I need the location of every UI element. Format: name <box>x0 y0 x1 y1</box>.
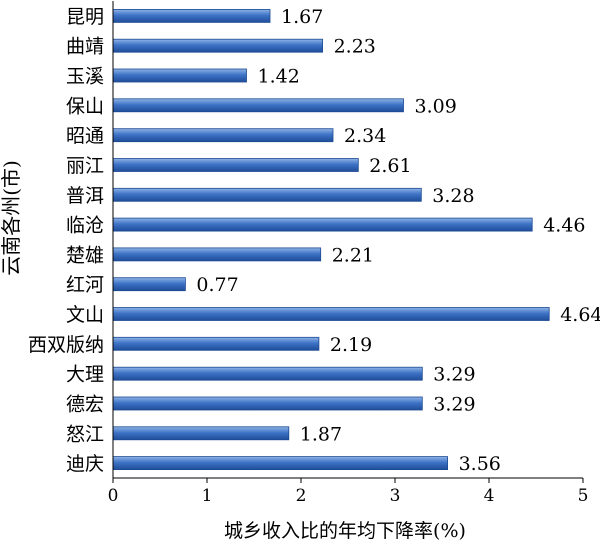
bar <box>112 396 423 411</box>
x-tick-label: 2 <box>296 486 307 506</box>
category-label: 曲靖 <box>66 36 104 58</box>
category-label: 玉溪 <box>66 66 104 88</box>
bar <box>112 158 359 172</box>
bar <box>112 68 247 83</box>
category-label: 普洱 <box>66 185 104 207</box>
bar <box>112 247 322 262</box>
bar <box>112 187 422 202</box>
data-label: 3.09 <box>415 95 457 117</box>
data-label: 4.46 <box>543 215 585 237</box>
bar <box>112 98 404 113</box>
x-tick-label: 5 <box>578 486 589 506</box>
bar <box>112 38 324 53</box>
category-label: 楚雄 <box>66 244 104 266</box>
data-label: 2.23 <box>334 36 376 58</box>
data-label: 0.77 <box>196 274 238 296</box>
category-label: 德宏 <box>66 394 104 416</box>
data-label: 3.56 <box>459 453 501 475</box>
category-label: 丽江 <box>66 155 104 177</box>
plot-area: 昆明 1.67 曲靖 2.23 玉溪 1.42 保山 3.09 昭通 2.34 丽江 2.61 普洱 3.… <box>28 1 600 506</box>
category-label: 红河 <box>66 274 104 296</box>
category-label: 昭通 <box>66 125 104 147</box>
category-label: 文山 <box>66 304 104 326</box>
bar <box>112 426 290 441</box>
data-label: 2.61 <box>369 155 411 177</box>
category-label: 迪庆 <box>66 453 104 475</box>
data-label: 2.19 <box>330 334 372 356</box>
data-label: 2.21 <box>332 244 374 266</box>
category-label: 大理 <box>66 364 104 386</box>
data-label: 3.29 <box>433 364 475 386</box>
x-axis-label: 城乡收入比的年均下降率(%) <box>224 520 466 542</box>
data-label: 3.29 <box>433 394 475 416</box>
bar <box>112 128 334 143</box>
category-label: 保山 <box>66 95 104 117</box>
data-label: 2.34 <box>344 125 386 147</box>
bar <box>112 336 320 351</box>
category-label: 西双版纳 <box>28 334 104 356</box>
data-label: 1.67 <box>281 6 323 28</box>
bar <box>112 217 533 232</box>
category-label: 临沧 <box>66 215 104 237</box>
data-label: 4.64 <box>560 304 600 326</box>
data-label: 1.42 <box>258 66 300 88</box>
y-axis-label: 云南各州(市) <box>0 160 23 276</box>
x-tick-label: 3 <box>390 486 401 506</box>
category-label: 怒江 <box>66 423 104 445</box>
bar <box>112 456 449 471</box>
x-tick-label: 4 <box>484 486 495 506</box>
data-label: 1.87 <box>300 423 342 445</box>
bar <box>112 307 550 321</box>
data-label: 3.28 <box>432 185 474 207</box>
bar <box>112 8 271 23</box>
x-tick-label: 1 <box>202 486 213 506</box>
bar <box>112 277 186 292</box>
bar <box>112 366 423 381</box>
x-tick-label: 0 <box>108 486 119 506</box>
category-label: 昆明 <box>66 6 104 28</box>
